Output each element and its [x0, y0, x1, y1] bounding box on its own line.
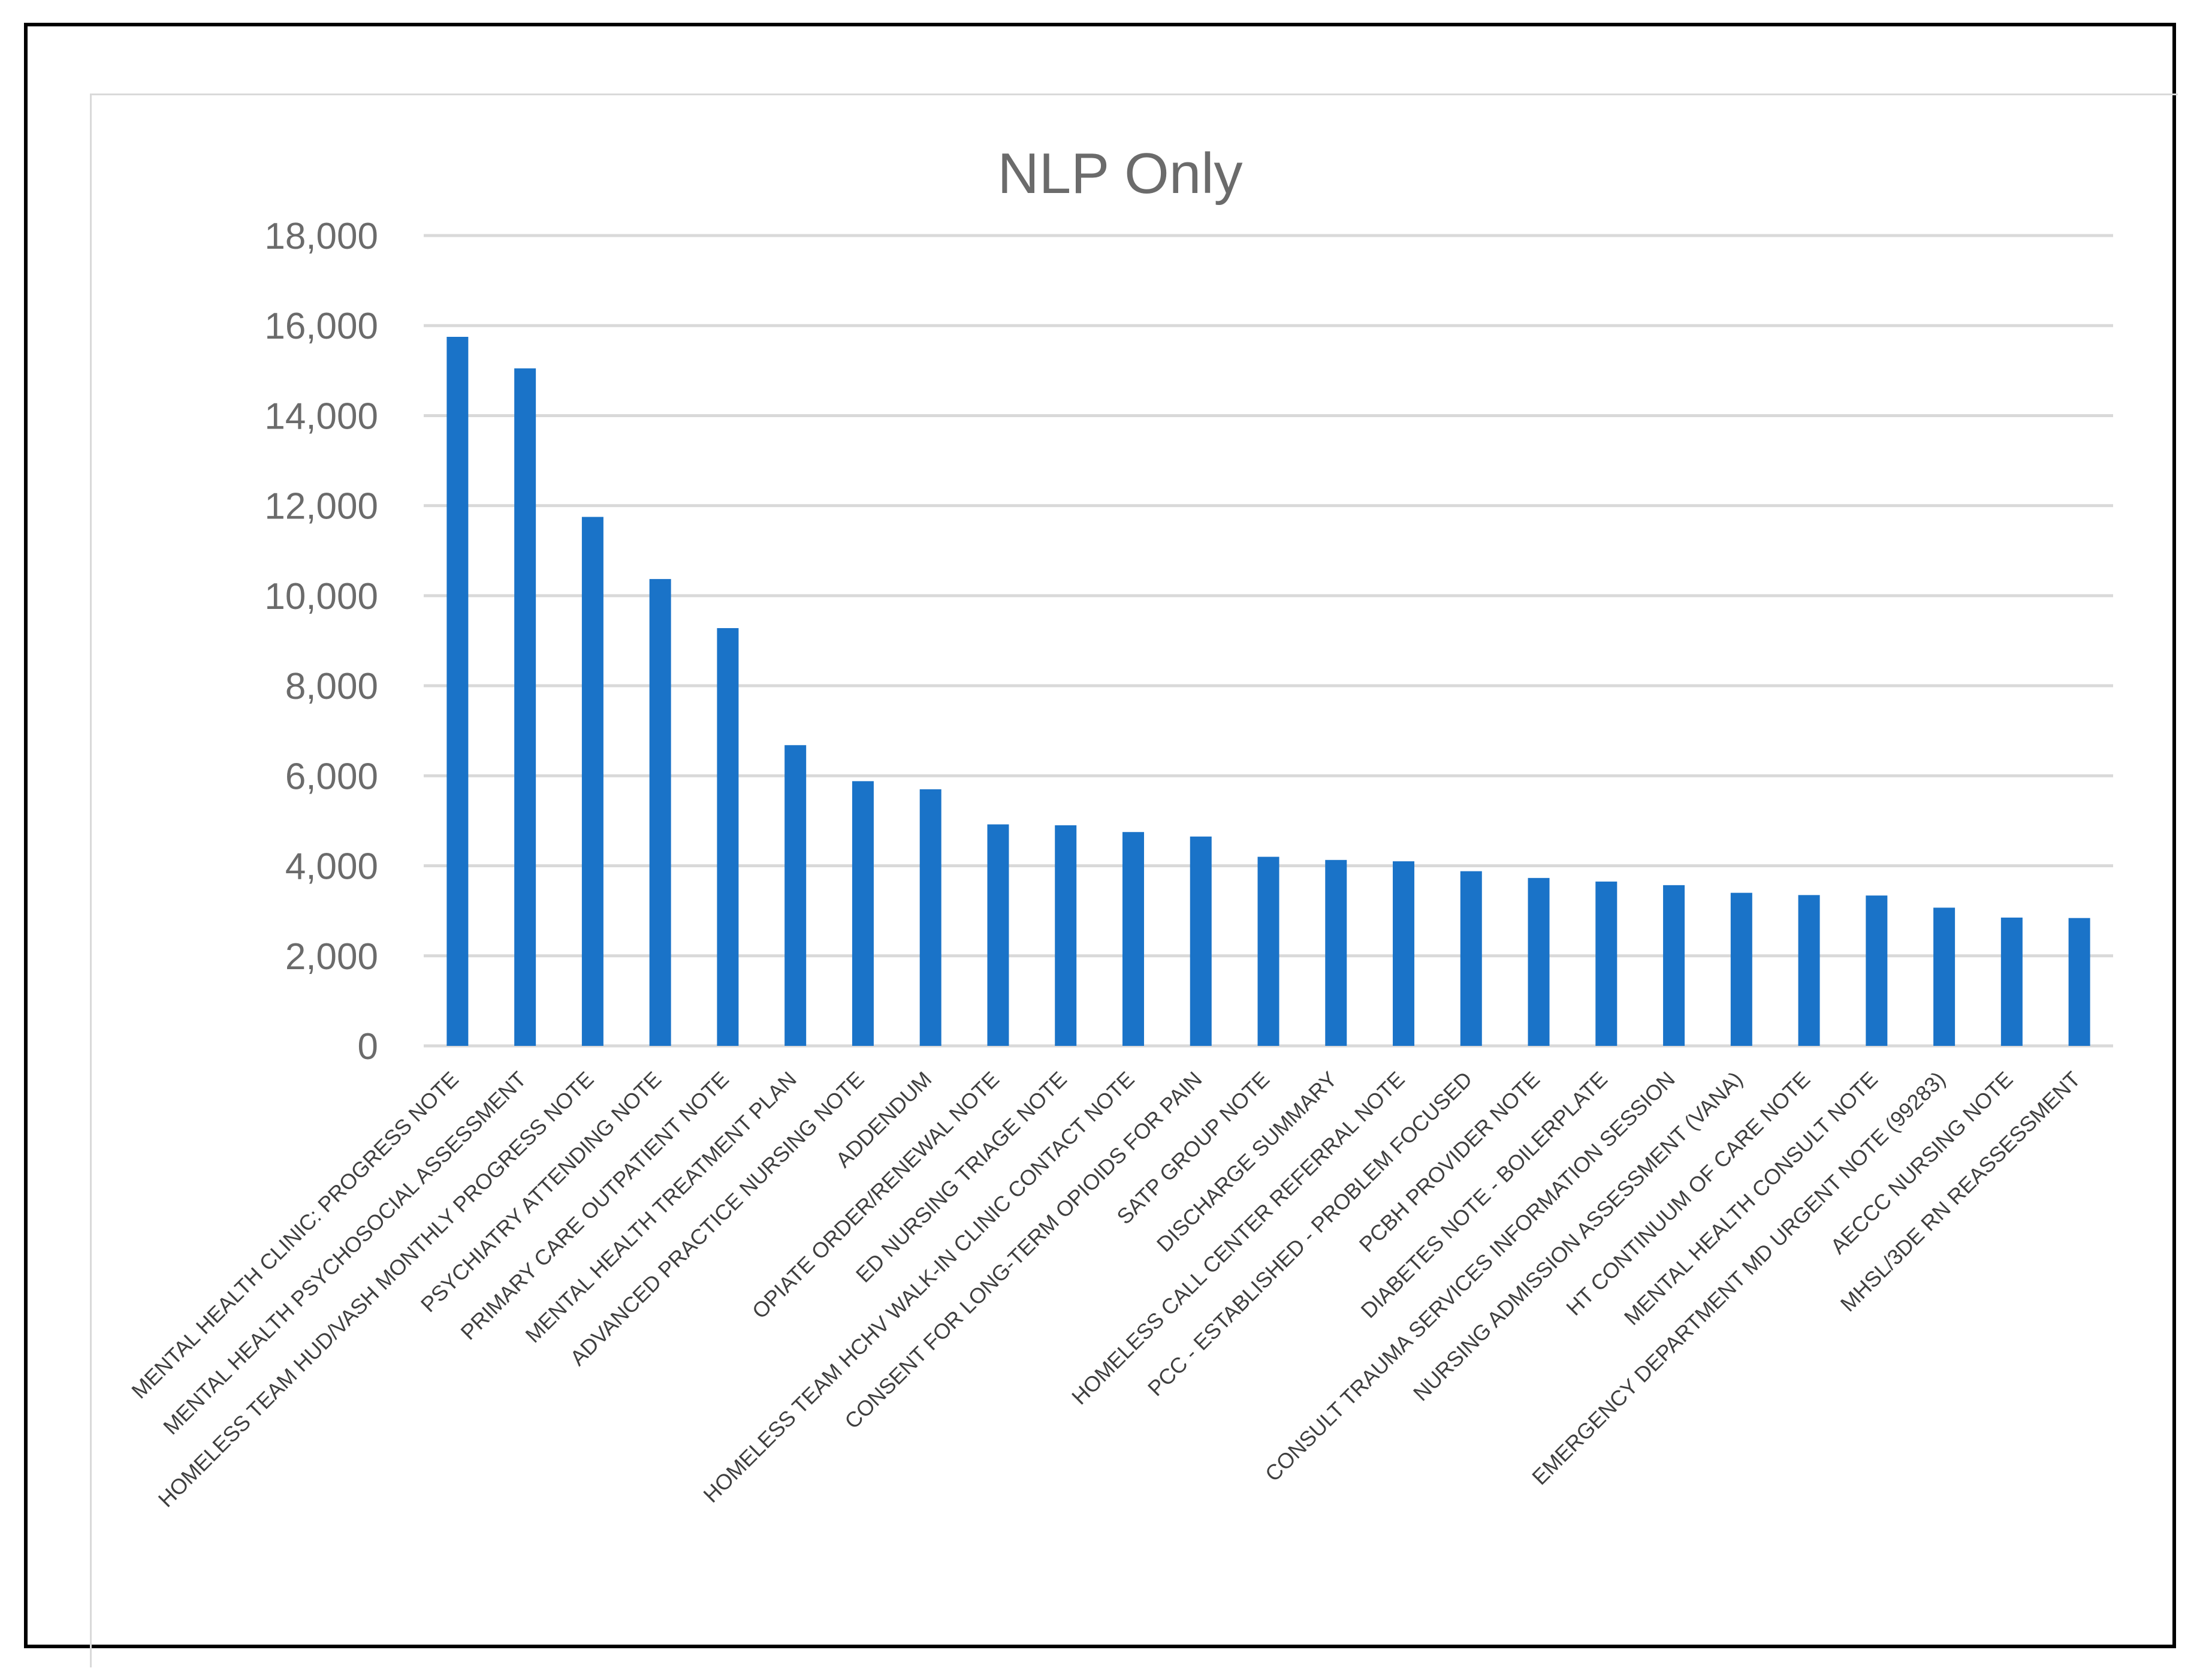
y-tick-label: 10,000	[264, 576, 378, 617]
chart-title: NLP Only	[997, 141, 1242, 206]
y-axis-ticks: 0 2,000 4,000 6,000 8,000 10,000 12,000 14,000 1…	[264, 216, 378, 1067]
x-axis-category-labels: MENTAL HEALTH CLINIC: PROGRESS NOTEMENTA…	[126, 1067, 2085, 1512]
y-tick-label: 8,000	[285, 666, 378, 707]
y-tick-label: 14,000	[264, 396, 378, 437]
x-category-label: MENTAL HEALTH CONSULT NOTE	[1619, 1067, 1882, 1330]
x-category-label: OPIATE ORDER/RENEWAL NOTE	[747, 1067, 1004, 1323]
bars	[446, 337, 2090, 1046]
x-category-label: HT CONTINUUM OF CARE NOTE	[1561, 1067, 1815, 1320]
chart-area: NLP Only 0 2,000 4,000 6,000 8,000 10,000 12,0…	[90, 93, 2178, 1667]
bar	[1528, 877, 1550, 1046]
bar	[1663, 885, 1685, 1046]
bar	[1798, 895, 1820, 1046]
bar	[784, 745, 807, 1046]
bar	[446, 337, 469, 1046]
y-tick-label: 0	[358, 1026, 378, 1067]
bar	[1325, 859, 1347, 1046]
bar	[717, 628, 739, 1046]
bar-chart: NLP Only 0 2,000 4,000 6,000 8,000 10,000 12,0…	[126, 141, 2113, 1512]
bar	[514, 368, 536, 1046]
y-tick-label: 18,000	[264, 216, 378, 257]
gridlines	[424, 234, 2113, 1048]
bar	[1595, 881, 1617, 1046]
bar	[1055, 825, 1077, 1046]
y-tick-label: 16,000	[264, 306, 378, 347]
x-category-label: DIABETES NOTE - BOILERPLATE	[1356, 1067, 1612, 1323]
bar	[581, 517, 603, 1046]
x-category-label: PSYCHIATRY ATTENDING NOTE	[416, 1067, 666, 1317]
y-tick-label: 6,000	[285, 756, 378, 797]
bar	[987, 824, 1009, 1046]
y-tick-label: 4,000	[285, 846, 378, 888]
y-tick-label: 2,000	[285, 936, 378, 978]
chart-frame: NLP Only 0 2,000 4,000 6,000 8,000 10,000 12,0…	[24, 23, 2178, 1667]
bar	[1866, 895, 1888, 1046]
bar	[919, 789, 941, 1046]
bar	[649, 579, 671, 1046]
bar	[1122, 832, 1144, 1046]
x-category-label: PCC - ESTABLISHED - PROBLEM FOCUSED	[1143, 1067, 1477, 1401]
x-category-label: HOMELESS TEAM HUD/VASH MONTHLY PROGRESS …	[153, 1067, 599, 1512]
bar	[2068, 918, 2090, 1046]
bar	[1393, 861, 1415, 1046]
bar	[1730, 892, 1752, 1046]
bar	[1933, 907, 1956, 1046]
bar	[852, 781, 874, 1046]
bar	[1460, 871, 1482, 1046]
bar	[1257, 856, 1279, 1046]
bar	[2000, 917, 2023, 1046]
y-tick-label: 12,000	[264, 486, 378, 527]
x-category-label: HOMELESS TEAM HCHV WALK-IN CLINIC CONTAC…	[698, 1067, 1139, 1507]
bar	[1190, 836, 1212, 1046]
x-category-label: MHSL/3DE RN REASSESSMENT	[1836, 1067, 2086, 1317]
